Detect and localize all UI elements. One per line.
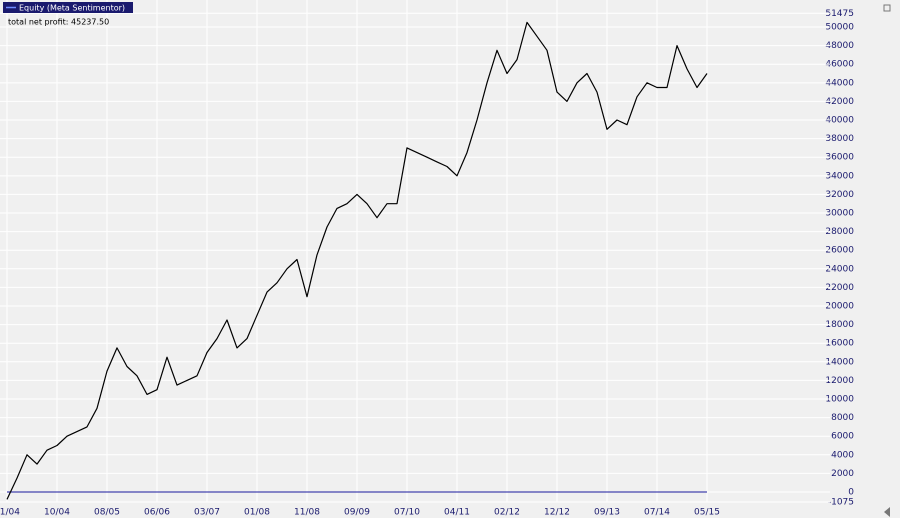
x-tick-label: 02/12 [494, 508, 520, 518]
legend-label: Equity (Meta Sentimentor) [19, 4, 125, 13]
x-tick-label: 05/15 [694, 508, 720, 518]
y-tick-label: 4000 [831, 450, 854, 460]
x-tick-label: 03/07 [194, 508, 220, 518]
x-tick-label: 12/12 [544, 508, 570, 518]
x-tick-label: 08/05 [94, 508, 120, 518]
y-tick-label: 24000 [825, 264, 854, 274]
y-tick-label: 16000 [825, 339, 854, 349]
y-tick-label: 28000 [825, 227, 854, 237]
x-tick-label: 07/10 [394, 508, 420, 518]
annotation: total net profit: 45237.50 [8, 18, 109, 27]
scroll-arrow[interactable] [884, 507, 890, 517]
y-tick-label: 6000 [831, 432, 854, 442]
y-tick-label: 46000 [825, 60, 854, 70]
y-tick-label: 14000 [825, 357, 854, 367]
x-tick-label: 11/08 [294, 508, 320, 518]
y-tick-label: 32000 [825, 190, 854, 200]
x-tick-label: 09/13 [594, 508, 620, 518]
x-tick-label: 01/08 [244, 508, 270, 518]
x-tick-label: 07/14 [644, 508, 670, 518]
y-tick-label: 20000 [825, 302, 854, 312]
y-tick-label: 26000 [825, 246, 854, 256]
y-tick-label: 10000 [825, 395, 854, 405]
y-tick-label: 50000 [825, 23, 854, 33]
y-tick-label: 18000 [825, 320, 854, 330]
legend-box [3, 2, 133, 13]
x-tick-label: 04/11 [444, 508, 470, 518]
y-tick-label: 0 [848, 488, 854, 498]
x-tick-label: 10/04 [44, 508, 70, 518]
plot [6, 21, 708, 500]
y-tick-label: 30000 [825, 209, 854, 219]
corner-icon[interactable] [883, 4, 891, 12]
y-tick-label: 48000 [825, 41, 854, 51]
y-tick-label: 44000 [825, 78, 854, 88]
y-tick-label: 2000 [831, 469, 854, 479]
x-tick-label: 09/09 [344, 508, 370, 518]
equity-line [6, 21, 708, 500]
x-tick-label: 01/04 [0, 508, 20, 518]
y-tick-label: 42000 [825, 97, 854, 107]
y-tick-label: 51475 [825, 9, 854, 19]
y-tick-label: -1075 [828, 498, 854, 508]
y-tick-label: 38000 [825, 134, 854, 144]
x-tick-label: 06/06 [144, 508, 170, 518]
y-tick-label: 22000 [825, 283, 854, 293]
y-tick-label: 34000 [825, 171, 854, 181]
y-tick-label: 8000 [831, 413, 854, 423]
y-tick-label: 40000 [825, 116, 854, 126]
y-tick-label: 12000 [825, 376, 854, 386]
y-tick-label: 36000 [825, 153, 854, 163]
